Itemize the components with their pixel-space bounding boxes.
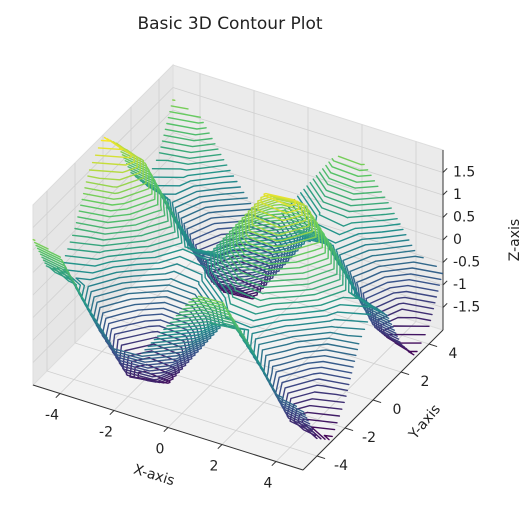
y-tick-label: -4 — [334, 458, 348, 474]
z-tick-label: -1 — [453, 277, 467, 293]
contour-line — [100, 136, 111, 142]
tick-mark — [442, 235, 448, 241]
tick-mark — [442, 257, 448, 263]
tick-mark — [163, 427, 169, 433]
contour-line — [41, 134, 382, 333]
tick-mark — [442, 212, 448, 218]
y-tick-label: 2 — [421, 374, 430, 390]
x-tick-label: 2 — [210, 459, 219, 475]
grid-line — [172, 109, 444, 196]
y-tick-label: 0 — [393, 402, 402, 418]
contour-line — [38, 122, 376, 322]
grid-line — [32, 87, 174, 228]
tick-mark — [344, 427, 354, 432]
axis-line — [32, 384, 304, 471]
tick-mark — [372, 399, 382, 404]
tick-mark — [442, 167, 448, 173]
tick-mark — [442, 280, 448, 286]
contour-line — [97, 138, 297, 207]
grid-line — [102, 314, 374, 401]
tick-mark — [442, 190, 448, 196]
x-tick-label: -2 — [99, 425, 113, 441]
z-tick-label: 1 — [453, 187, 462, 203]
tick-mark — [271, 461, 277, 467]
tick-mark — [400, 371, 410, 376]
y-tick-label: 4 — [449, 346, 458, 362]
x-tick-label: 4 — [264, 476, 273, 492]
z-tick-label: 0.5 — [453, 210, 475, 226]
tick-mark — [428, 343, 438, 348]
y-tick-label: -2 — [362, 430, 376, 446]
contour-line — [35, 111, 369, 311]
x-tick-label: -4 — [45, 408, 59, 424]
tick-mark — [109, 410, 115, 416]
y-axis-label: Y-axis — [405, 402, 444, 444]
tick-mark — [316, 455, 326, 460]
grid-line — [32, 132, 174, 273]
tick-mark — [55, 393, 61, 399]
grid-line — [32, 109, 174, 251]
contour-line — [323, 350, 418, 441]
z-axis-label: Z-axis — [507, 219, 523, 261]
grid-line — [172, 199, 444, 286]
grid-line — [130, 286, 402, 373]
tick-mark — [442, 302, 448, 308]
z-tick-label: -1.5 — [453, 300, 480, 316]
grid-line — [172, 154, 444, 241]
contour-line — [39, 128, 379, 327]
axis-line — [302, 329, 444, 471]
grid-line — [46, 370, 318, 457]
grid-line — [172, 87, 444, 173]
x-axis-label: X-axis — [132, 462, 177, 490]
grid-line — [172, 132, 444, 218]
z-tick-label: 0 — [453, 232, 462, 248]
z-tick-label: 1.5 — [453, 165, 475, 181]
tick-mark — [217, 444, 223, 450]
z-tick-label: -0.5 — [453, 255, 480, 271]
chart-title: Basic 3D Contour Plot — [137, 14, 322, 34]
x-tick-label: 0 — [156, 442, 165, 458]
